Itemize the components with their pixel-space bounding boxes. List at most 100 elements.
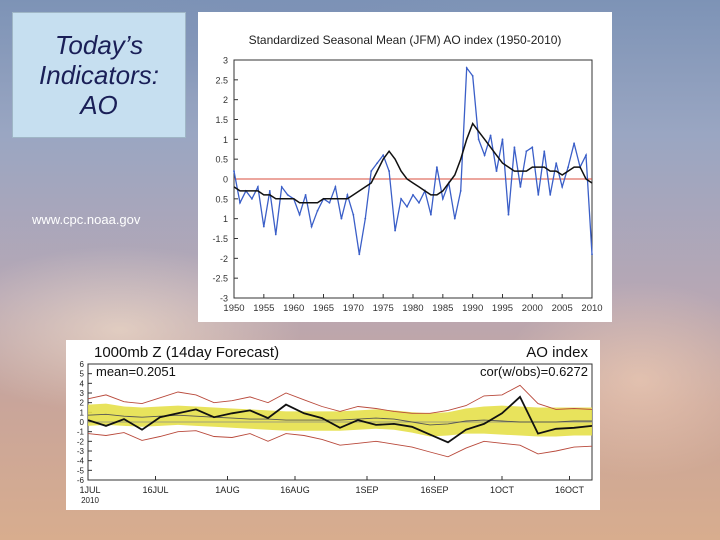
y-tick-label: -6 — [77, 476, 85, 485]
x-tick-label: 16SEP — [420, 485, 448, 495]
y-tick-label: -2 — [220, 254, 228, 264]
y-tick-label: 5 — [80, 370, 85, 379]
ao-index-point — [406, 205, 408, 208]
ao-forecast-chart: 1000mb Z (14day Forecast) AO index mean=0.… — [77, 344, 593, 505]
x-tick-label: 1975 — [373, 303, 394, 314]
ao-index-point — [340, 217, 343, 220]
ao-index-point — [280, 186, 283, 188]
y-tick-label: 0 — [80, 418, 85, 427]
y-tick-label: 0 — [223, 175, 228, 185]
ao-index-point — [513, 146, 516, 149]
ao-index-point — [262, 225, 265, 228]
ao-index-point — [441, 197, 444, 200]
ao-index-point — [370, 170, 373, 172]
x-tick-label: 1980 — [402, 303, 423, 314]
x-tick-label: 2010 — [581, 303, 602, 314]
ao-index-point — [394, 229, 396, 232]
ao-index-point — [316, 209, 319, 212]
mean-label: mean=0.2051 — [96, 364, 176, 379]
title-line-1: Today’s — [54, 30, 144, 60]
x-tick-label: 16JUL — [142, 485, 168, 495]
x-tick-label: 1965 — [313, 303, 334, 314]
y-tick-label: 0.5 — [215, 155, 228, 165]
forecast-line — [87, 395, 593, 444]
y-tick-label: -5 — [77, 466, 85, 475]
y-tick-label: -1.5 — [212, 234, 228, 244]
year-label: 2010 — [81, 496, 99, 505]
correlation-label: cor(w/obs)=0.6272 — [480, 364, 588, 379]
x-tick-label: 16AUG — [280, 485, 310, 495]
ao-index-point — [304, 193, 307, 196]
ao-index-point — [483, 154, 486, 157]
ao-index-point — [549, 193, 552, 196]
x-tick-label: 1AUG — [215, 485, 240, 495]
y-tick-label: 2 — [80, 399, 85, 408]
x-tick-label: 2000 — [522, 303, 543, 314]
ao-index-point — [358, 253, 361, 256]
y-tick-label: -4 — [77, 457, 85, 466]
ao-index-point — [256, 186, 259, 188]
ao-index-point — [567, 166, 570, 169]
ao-index-point — [328, 201, 331, 204]
ao-index-point — [555, 162, 558, 165]
y-tick-label: -3 — [77, 447, 85, 456]
x-tick-label: 2005 — [552, 303, 573, 314]
ensemble-mean-line — [87, 413, 592, 426]
ao-index-point — [543, 150, 546, 153]
slide-title-box: Today’s Indicators: AO — [12, 12, 186, 138]
ao-index-point — [430, 213, 432, 216]
y-tick-label: -2 — [77, 437, 85, 446]
y-tick-label: 2 — [223, 95, 228, 105]
y-tick-label: 1.5 — [215, 115, 228, 125]
y-tick-label: -3 — [220, 294, 228, 304]
x-tick-label: 1OCT — [490, 485, 515, 495]
ao-index-point — [573, 142, 575, 145]
ao-index-point — [525, 150, 528, 153]
chart-title: Standardized Seasonal Mean (JFM) AO inde… — [249, 33, 562, 47]
ao-index-point — [459, 190, 462, 192]
ao-index-point — [382, 154, 385, 157]
y-tick-label: 0.5 — [215, 194, 228, 204]
y-tick-label: 4 — [80, 379, 85, 388]
y-tick-label: -2.5 — [212, 274, 228, 284]
ao-index-point — [418, 201, 420, 204]
x-tick-label: 1950 — [223, 303, 244, 314]
ao-index-point — [310, 225, 313, 228]
ao-index-point — [465, 67, 468, 69]
ao-seasonal-chart: Standardized Seasonal Mean (JFM) AO inde… — [212, 33, 602, 314]
y-tick-label: 1 — [223, 214, 228, 224]
ao-index-point — [591, 253, 593, 256]
ao-index-point — [388, 170, 391, 172]
ao-index-point — [477, 138, 480, 141]
y-tick-label: 2.5 — [215, 75, 228, 85]
y-tick-label: 3 — [223, 56, 228, 66]
source-url: www.cpc.noaa.gov — [32, 212, 141, 227]
x-tick-label: 1990 — [462, 303, 483, 314]
ao-index-point — [286, 193, 289, 196]
x-tick-label: 1985 — [432, 303, 453, 314]
x-tick-label: 1970 — [343, 303, 364, 314]
y-tick-label: 6 — [80, 360, 85, 369]
ao-index-point — [346, 193, 349, 196]
ao-index-point — [233, 170, 235, 172]
ao-index-point — [531, 146, 534, 149]
y-tick-label: 1 — [80, 408, 85, 417]
ao-index-point — [298, 213, 301, 216]
ao-index-point — [501, 138, 504, 141]
ao-smoothed-line — [233, 121, 593, 204]
ao-index-point — [251, 197, 253, 200]
ao-index-point — [239, 201, 241, 204]
ao-index-point — [471, 74, 474, 77]
x-tick-label: 1JUL — [79, 485, 100, 495]
min-envelope-line — [87, 430, 593, 458]
ao-index-point — [268, 190, 271, 192]
ao-index-point — [519, 186, 522, 188]
ao-index-point — [376, 162, 379, 165]
ao-index-point — [352, 213, 355, 216]
ao-index-point — [585, 154, 587, 157]
ao-seasonal-chart-panel: Standardized Seasonal Mean (JFM) AO inde… — [198, 12, 612, 322]
ao-index-point — [412, 193, 414, 196]
ao-index-point — [489, 134, 492, 137]
ao-index-point — [274, 233, 277, 236]
ao-index-point — [334, 186, 337, 188]
